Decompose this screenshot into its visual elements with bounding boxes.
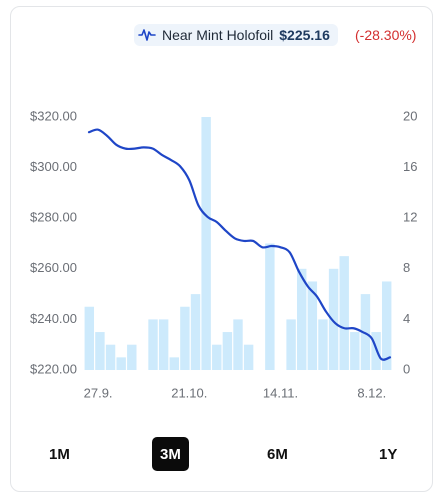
range-button-6m[interactable]: 6M xyxy=(259,437,296,471)
y-left-tick-label: $300.00 xyxy=(30,159,77,174)
price-line xyxy=(87,128,392,361)
volume-bar xyxy=(201,117,211,370)
x-tick-label: 27.9. xyxy=(84,385,113,400)
x-tick-label: 8.12. xyxy=(357,385,386,400)
y-right-tick-label: 20 xyxy=(403,108,417,123)
legend-label: Near Mint Holofoil xyxy=(162,27,274,43)
range-button-3m[interactable]: 3M xyxy=(152,437,189,471)
y-right-tick-label: 16 xyxy=(403,159,417,174)
x-tick-label: 21.10. xyxy=(171,385,207,400)
volume-bar xyxy=(105,344,116,370)
y-right-tick-label: 0 xyxy=(403,361,410,376)
x-tick-label: 14.11. xyxy=(263,385,298,400)
right-axis-ticks: 20 16 12 8 4 0 xyxy=(403,108,417,376)
legend-price: $225.16 xyxy=(279,27,330,43)
volume-bar xyxy=(148,319,158,370)
volume-bar xyxy=(381,281,392,370)
volume-bar xyxy=(222,332,233,370)
volume-bar xyxy=(297,268,307,370)
y-right-tick-label: 12 xyxy=(403,210,417,225)
range-button-1m[interactable]: 1M xyxy=(41,437,78,471)
volume-bar xyxy=(116,357,126,370)
volume-bar xyxy=(127,344,137,370)
volume-bar xyxy=(243,344,254,370)
volume-bar xyxy=(339,256,349,370)
price-change: (-28.30%) xyxy=(355,27,417,43)
y-right-tick-label: 4 xyxy=(403,311,410,326)
volume-bar xyxy=(180,306,190,370)
volume-bar xyxy=(265,243,275,370)
y-left-tick-label: $280.00 xyxy=(30,210,77,225)
y-left-tick-label: $240.00 xyxy=(30,311,77,326)
y-left-tick-label: $260.00 xyxy=(30,260,77,275)
y-left-tick-label: $320.00 xyxy=(30,108,77,123)
range-button-1y[interactable]: 1Y xyxy=(371,437,405,471)
volume-bars xyxy=(84,117,392,370)
volume-bar xyxy=(307,281,318,370)
price-line-icon xyxy=(138,29,156,41)
volume-bar xyxy=(328,268,339,370)
left-axis-ticks: $320.00 $300.00 $280.00 $260.00 $240.00 $220.… xyxy=(30,108,77,376)
volume-bar xyxy=(233,319,243,370)
volume-bar xyxy=(190,294,201,370)
x-axis-ticks: 27.9. 21.10. 14.11. 8.12. xyxy=(84,385,387,400)
volume-bar xyxy=(158,319,169,370)
price-history-card xyxy=(10,6,433,492)
volume-bar xyxy=(318,319,328,370)
y-left-tick-label: $220.00 xyxy=(30,361,77,376)
volume-bar xyxy=(350,332,360,370)
volume-bar xyxy=(95,332,105,370)
volume-bar xyxy=(360,294,371,370)
volume-bar xyxy=(212,344,222,370)
y-right-tick-label: 8 xyxy=(403,260,410,275)
volume-bar xyxy=(169,357,179,370)
chart-legend: Near Mint Holofoil $225.16 xyxy=(134,24,338,46)
volume-bar xyxy=(286,319,296,370)
volume-bar xyxy=(84,306,95,370)
